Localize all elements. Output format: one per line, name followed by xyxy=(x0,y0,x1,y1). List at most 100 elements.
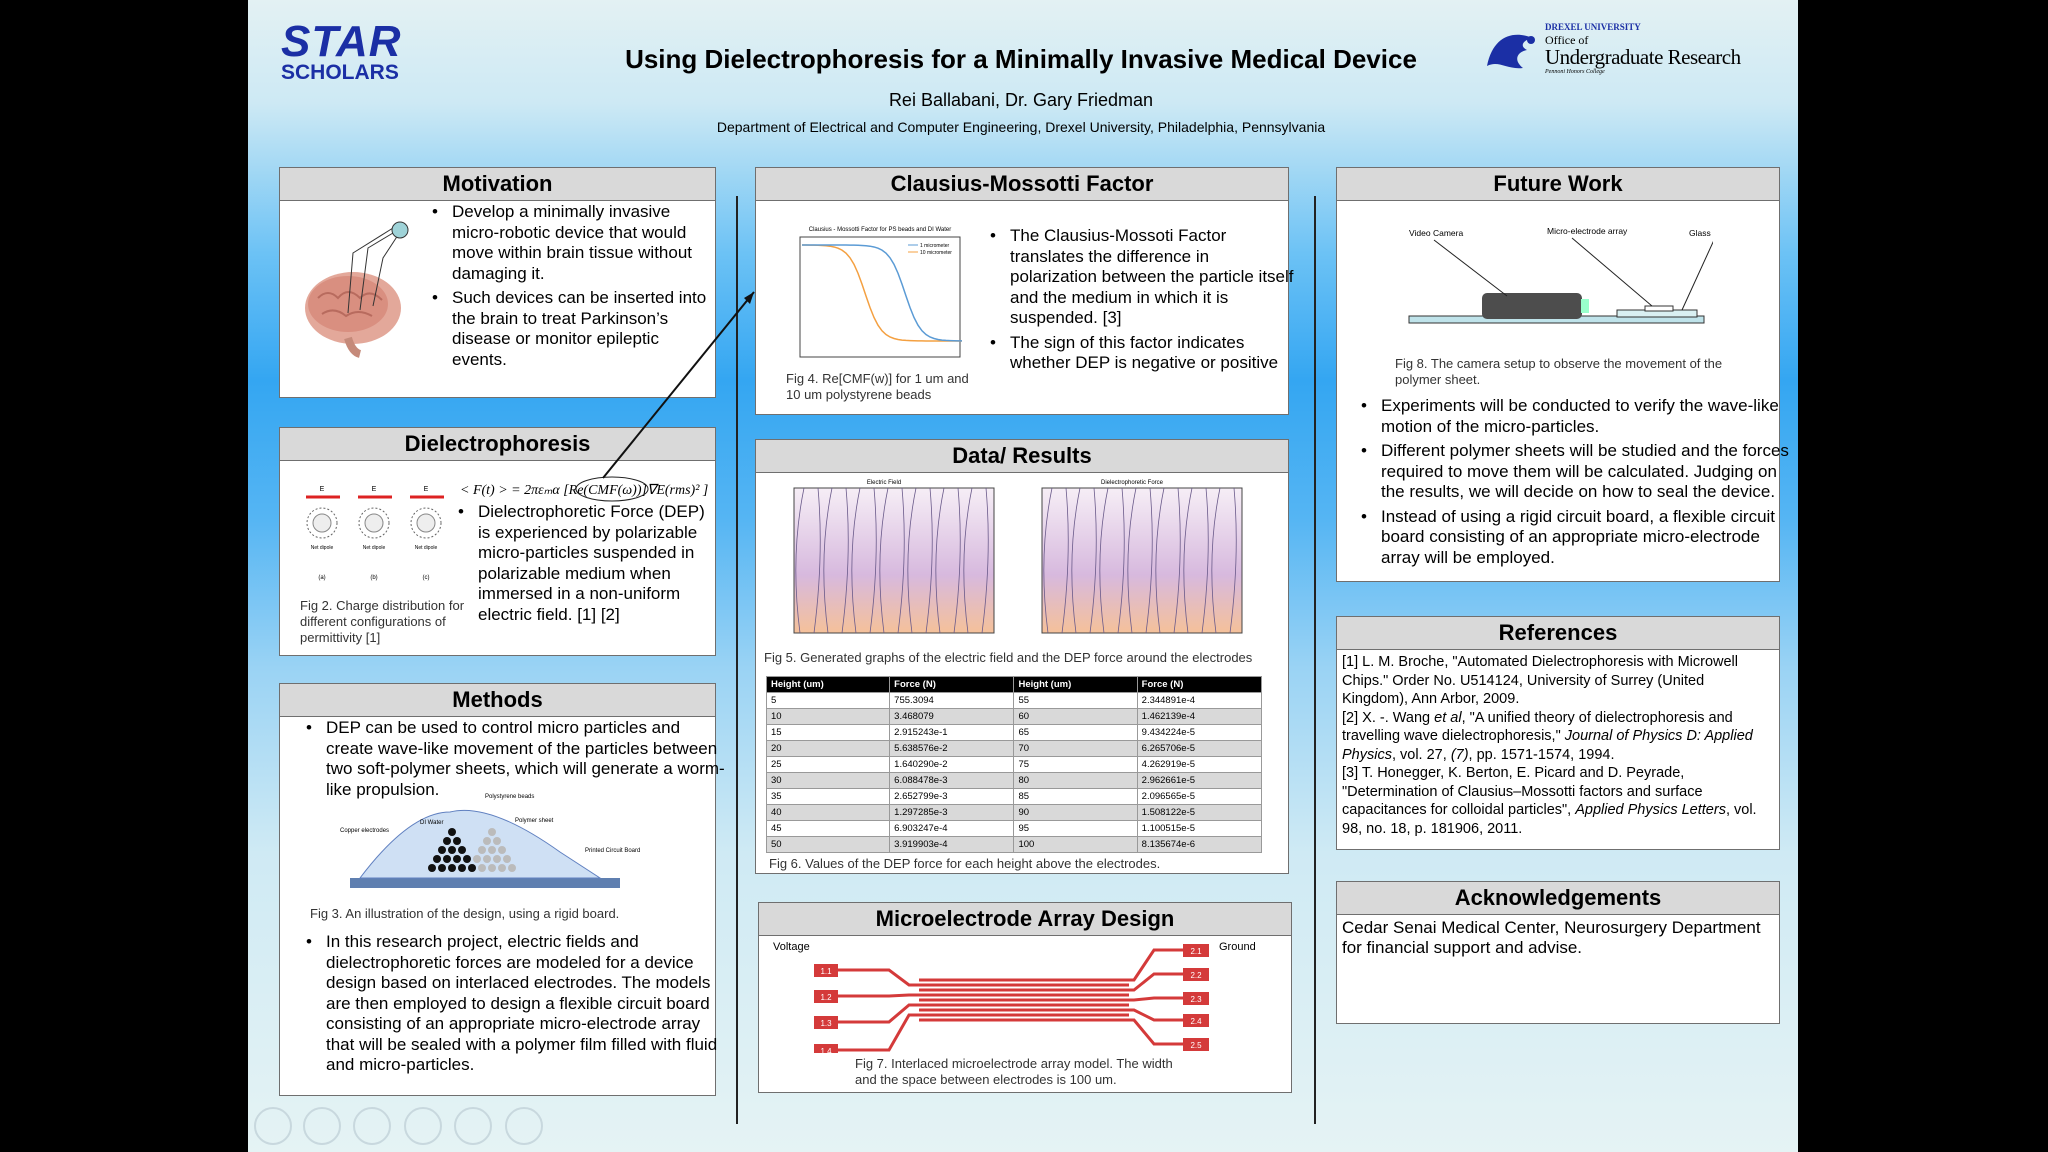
pad xyxy=(814,1044,838,1053)
particle xyxy=(410,507,442,539)
table-cell: 6.088478e-3 xyxy=(889,772,1015,789)
force-table: Height (um) Force (N) Height (um) Force (N)… xyxy=(765,676,1263,853)
table-cell: 100 xyxy=(1013,836,1138,853)
leader-line xyxy=(1681,240,1713,311)
bead xyxy=(448,828,456,836)
table-cell: 4.262919e-5 xyxy=(1136,756,1263,773)
table-cell: 1.297285e-3 xyxy=(889,804,1015,821)
heatmap xyxy=(793,487,995,634)
caption: Fig 4. Re[CMF(w)] for 1 um and 10 um pol… xyxy=(786,371,969,402)
plot-title: Clausius - Mossotti Factor for PS beads … xyxy=(809,227,952,233)
table-cell: 2.652799e-3 xyxy=(889,788,1015,805)
bead xyxy=(438,846,446,854)
bead xyxy=(493,837,501,845)
stream-line xyxy=(1183,487,1193,634)
toolbar-button[interactable] xyxy=(254,1107,292,1145)
bead xyxy=(463,855,471,863)
lens xyxy=(1581,299,1589,313)
table-cell: 9.434224e-5 xyxy=(1136,724,1263,741)
caption: Fig 5. Generated graphs of the electric … xyxy=(764,650,1253,665)
panel-heading: Microelectrode Array Design xyxy=(759,903,1291,936)
toolbar-button[interactable] xyxy=(454,1107,492,1145)
table-header-cell: Force (N) xyxy=(1136,676,1263,693)
bead xyxy=(468,864,476,872)
department: Department of Electrical and Computer En… xyxy=(716,119,1326,135)
panel-label: (a) xyxy=(318,575,325,581)
caption: Fig 2. Charge distribution for different… xyxy=(300,598,465,645)
bead xyxy=(453,837,461,845)
bullet: In this research project, electric field… xyxy=(306,932,728,1076)
table-cell: 85 xyxy=(1013,788,1138,805)
figure-label: Polymer sheet xyxy=(515,818,554,824)
pad-label: 2.3 xyxy=(1190,995,1202,1004)
board xyxy=(350,878,620,888)
pad-label: 1.3 xyxy=(820,1019,832,1028)
references-panel: References [1] L. M. Broche, "Automated … xyxy=(1336,616,1780,850)
reference-part: Journal of Physics D: Applied Physics xyxy=(1342,728,1753,763)
caption: Fig 7. Interlaced microelectrode array m… xyxy=(855,1056,1173,1087)
toolbar-button[interactable] xyxy=(353,1107,391,1145)
bead xyxy=(478,864,486,872)
table-cell: 2.344891e-4 xyxy=(1136,692,1263,709)
field-label: E xyxy=(372,486,377,493)
panel-heading: Acknowledgements xyxy=(1337,882,1779,915)
stream-line xyxy=(907,487,917,634)
dipole-label: Net dipole xyxy=(363,545,386,551)
stream-line xyxy=(963,487,973,634)
reference-part: [2] X. -. Wang xyxy=(1342,709,1435,726)
electrode-figure: Voltage Ground 1.1 1.2 1.3 1.4 2.1 2.2 2.3 2.4 2.5 xyxy=(773,941,1256,1053)
array xyxy=(1644,305,1674,312)
pad xyxy=(814,990,838,1003)
table-cell: 95 xyxy=(1013,820,1138,837)
particle xyxy=(306,507,338,539)
stream-line xyxy=(1089,487,1097,634)
stream-line xyxy=(1117,487,1125,634)
bead xyxy=(473,855,481,863)
reference-part: et al xyxy=(1434,709,1462,726)
bead xyxy=(498,846,506,854)
bead xyxy=(433,855,441,863)
leader-line xyxy=(1571,237,1653,307)
pad xyxy=(1183,1038,1209,1051)
undergrad-research: Undergraduate Research xyxy=(1545,45,1741,69)
shape xyxy=(308,276,388,332)
particle-core xyxy=(312,513,332,533)
panel-label: (b) xyxy=(370,575,377,581)
reference-list: [1] L. M. Broche, "Automated Dielectroph… xyxy=(1342,653,1774,838)
table-cell: 75 xyxy=(1013,756,1138,773)
shape xyxy=(1487,34,1533,69)
table-cell: 65 xyxy=(1013,724,1138,741)
pad-label: 2.5 xyxy=(1190,1041,1202,1050)
scholars-word: SCHOLARS xyxy=(281,61,399,84)
toolbar-button[interactable] xyxy=(404,1107,442,1145)
particle xyxy=(358,507,390,539)
stream-line xyxy=(869,487,877,634)
pad xyxy=(814,1016,838,1029)
table-cell: 1.100515e-5 xyxy=(1136,820,1263,837)
camera-figure: Video Camera Micro-electrode array Glass b… xyxy=(1408,226,1713,324)
brain-figure xyxy=(305,221,409,358)
table-cell: 15 xyxy=(765,724,891,741)
toolbar-button[interactable] xyxy=(505,1107,543,1145)
bullet-list: DEP can be used to control micro particl… xyxy=(304,718,728,804)
dielectrophoresis-panel: Dielectrophoresis < F(t) > = 2πεₘα [Re(C… xyxy=(279,427,716,656)
reference-part: [3] T. Honegger, K. Berton, E. Picard an… xyxy=(1342,765,1703,818)
field-label: E xyxy=(320,486,325,493)
title: Using Dielectrophoresis for a Minimally … xyxy=(625,44,1417,74)
toolbar-button[interactable] xyxy=(303,1107,341,1145)
pad-label: 2.2 xyxy=(1190,971,1202,980)
bead xyxy=(498,864,506,872)
table-cell: 30 xyxy=(765,772,891,789)
pad xyxy=(1183,1014,1209,1027)
bead xyxy=(488,864,496,872)
stream-line xyxy=(879,487,889,634)
bead xyxy=(443,855,451,863)
figure-label: Printed Circuit Board xyxy=(585,848,640,854)
reference: [1] L. M. Broche, "Automated Dielectroph… xyxy=(1342,653,1774,709)
cmf-plot: Clausius - Mossotti Factor for PS beads … xyxy=(799,227,963,358)
table-cell: 1.462139e-4 xyxy=(1136,708,1263,725)
table-cell: 40 xyxy=(765,804,891,821)
field-label: E xyxy=(424,486,429,493)
table-row: 30 6.088478e-3 80 2.962661e-5 xyxy=(765,772,1263,789)
pad-label: 2.4 xyxy=(1190,1017,1202,1026)
